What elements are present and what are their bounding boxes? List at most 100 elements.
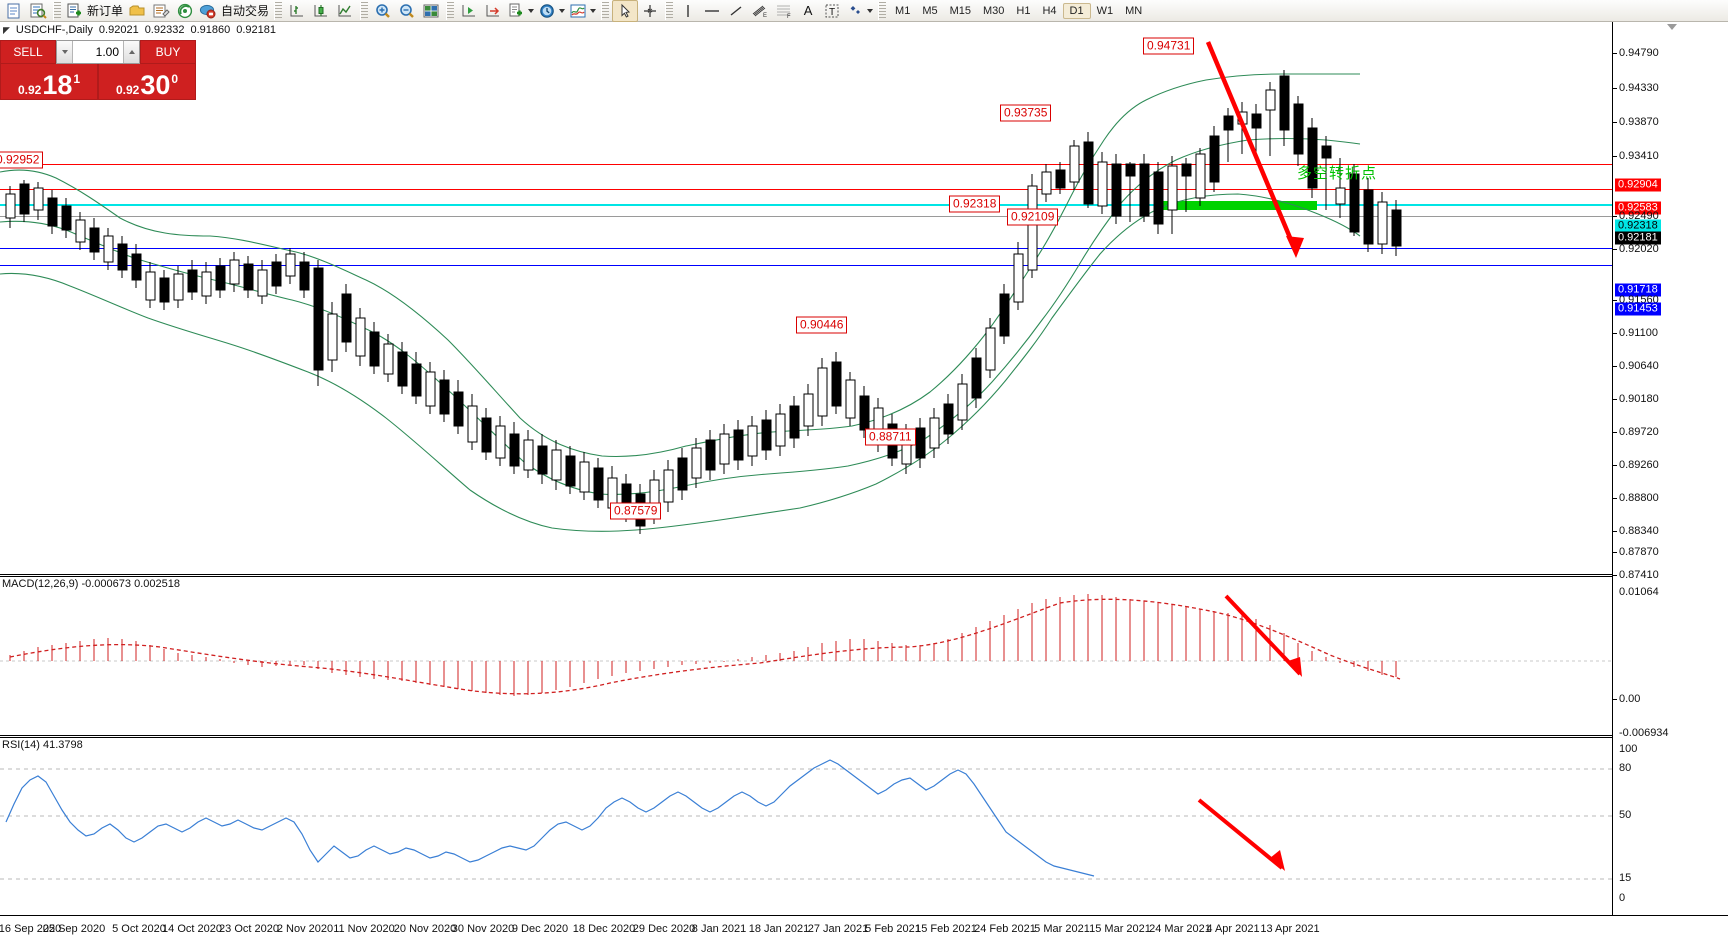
toolbar-separator xyxy=(53,1,61,20)
market-watch-icon[interactable] xyxy=(26,1,50,21)
shapes-icon[interactable] xyxy=(844,1,875,21)
main-toolbar: 新订单 自动交易 xyxy=(0,0,1728,22)
date-tick-1: 25 Sep 2020 xyxy=(42,923,106,935)
tile-windows-icon[interactable] xyxy=(419,1,443,21)
volume-value[interactable]: 1.00 xyxy=(73,41,123,63)
text-icon[interactable]: A xyxy=(796,1,820,21)
cursor-icon[interactable] xyxy=(612,0,639,22)
tab-timeframe-w1[interactable]: W1 xyxy=(1096,4,1114,17)
svg-text:F: F xyxy=(787,14,791,19)
symbol-name: USDCHF-,Daily xyxy=(15,24,93,36)
chart-container[interactable]: 0.92952 0.94731 0.93735 0.92318 0.92109 … xyxy=(0,22,1728,942)
tab-timeframe-m1[interactable]: M1 xyxy=(895,4,911,17)
price-axis[interactable]: 0.94790 0.94330 0.93870 0.93410 0.92904 … xyxy=(1612,22,1728,915)
level-line-092583[interactable] xyxy=(0,189,1612,190)
axis-tick-094790: 0.94790 xyxy=(1619,47,1659,59)
macd-pane[interactable]: MACD(12,26,9) -0.000673 0.002518 xyxy=(0,576,1612,736)
macd-axis-tick-zero: 0.00 xyxy=(1619,693,1641,705)
zoom-out-icon[interactable] xyxy=(395,1,419,21)
axis-level-092583[interactable]: 0.92583 xyxy=(1615,201,1661,215)
axis-tick-088800: 0.88800 xyxy=(1619,492,1659,504)
chart-shift-icon[interactable] xyxy=(481,1,505,21)
axis-level-091453[interactable]: 0.91453 xyxy=(1615,302,1661,316)
tab-timeframe-m5[interactable]: M5 xyxy=(922,4,938,17)
level-line-092318[interactable] xyxy=(0,204,1612,206)
axis-level-092181[interactable]: 0.92181 xyxy=(1615,231,1661,245)
signals-icon[interactable] xyxy=(173,1,197,21)
auto-scroll-icon[interactable] xyxy=(457,1,481,21)
axis-level-092904[interactable]: 0.92904 xyxy=(1615,178,1661,192)
tab-timeframe-h4[interactable]: H4 xyxy=(1042,4,1057,17)
tab-timeframe-mn[interactable]: MN xyxy=(1125,4,1143,17)
period-icon[interactable] xyxy=(536,1,567,21)
volume-increment-button[interactable] xyxy=(123,41,139,63)
date-tick-13: 18 Jan 2021 xyxy=(748,923,810,935)
date-tick-20: 24 Mar 2021 xyxy=(1149,923,1211,935)
chart-scroll-handle[interactable] xyxy=(1667,24,1677,30)
support-zone-rectangle[interactable] xyxy=(1162,201,1317,210)
templates-icon[interactable] xyxy=(505,1,536,21)
text-label-icon[interactable]: T xyxy=(820,1,844,21)
chevron-down-icon-4[interactable] xyxy=(867,8,874,13)
tab-timeframe-d1[interactable]: D1 xyxy=(1062,2,1091,19)
level-line-091718[interactable] xyxy=(0,248,1612,249)
vertical-line-icon[interactable] xyxy=(676,1,700,21)
price-tag-092318[interactable]: 0.92318 xyxy=(949,195,1001,213)
axis-tick-087410: 0.87410 xyxy=(1619,569,1659,581)
chevron-down-icon[interactable] xyxy=(528,8,535,13)
zoom-in-icon[interactable] xyxy=(371,1,395,21)
level-line-091453[interactable] xyxy=(0,265,1612,266)
tab-timeframe-m15[interactable]: M15 xyxy=(949,4,971,17)
volume-decrement-button[interactable] xyxy=(57,41,73,63)
turning-point-annotation[interactable]: 多空转折点 xyxy=(1297,164,1378,182)
price-pane[interactable]: 0.92952 0.94731 0.93735 0.92318 0.92109 … xyxy=(0,22,1612,575)
axis-level-091718[interactable]: 0.91718 xyxy=(1615,283,1661,297)
date-tick-17: 24 Feb 2021 xyxy=(974,923,1036,935)
axis-level-092318[interactable]: 0.92318 xyxy=(1615,219,1661,233)
new-chart-icon[interactable] xyxy=(2,1,26,21)
level-line-092181[interactable] xyxy=(0,216,1612,217)
crosshair-icon[interactable] xyxy=(638,1,662,21)
sell-button[interactable]: SELL xyxy=(0,40,56,64)
price-tag-094731[interactable]: 0.94731 xyxy=(1143,37,1195,55)
axis-tick-089260: 0.89260 xyxy=(1619,459,1659,471)
downtrend-arrow xyxy=(1205,41,1304,258)
chevron-down-icon-2[interactable] xyxy=(559,8,566,13)
equidistant-channel-icon[interactable]: E xyxy=(748,1,772,21)
folder-icon[interactable] xyxy=(125,1,149,21)
metaeditor-icon[interactable] xyxy=(149,1,173,21)
chevron-down-icon-3[interactable] xyxy=(590,8,597,13)
chevron-up-icon-vol xyxy=(128,50,135,54)
rsi-pane[interactable]: RSI(14) 41.3798 xyxy=(0,737,1612,914)
chart-pointer-icon: ◤ xyxy=(3,24,10,35)
indicators-icon[interactable] xyxy=(567,1,598,21)
price-tag-092952[interactable]: 0.92952 xyxy=(0,151,44,169)
price-tag-088711[interactable]: 0.88711 xyxy=(865,428,916,446)
price-tag-092109[interactable]: 0.92109 xyxy=(1007,208,1059,226)
toolbar-separator-6 xyxy=(665,1,674,20)
bar-chart-icon[interactable] xyxy=(285,1,309,21)
axis-tick-090180: 0.90180 xyxy=(1619,393,1659,405)
candlestick-series xyxy=(0,41,1402,534)
tab-timeframe-m30[interactable]: M30 xyxy=(983,4,1005,17)
price-tag-087579[interactable]: 0.87579 xyxy=(610,502,662,520)
volume-stepper[interactable]: 1.00 xyxy=(56,40,140,64)
line-chart-icon[interactable] xyxy=(333,1,357,21)
new-order-button[interactable]: 新订单 xyxy=(64,1,125,21)
date-tick-3: 14 Oct 2020 xyxy=(162,923,222,935)
tab-timeframe-h1[interactable]: H1 xyxy=(1016,4,1031,17)
date-tick-16: 15 Feb 2021 xyxy=(915,923,977,935)
date-axis[interactable]: 16 Sep 2020 25 Sep 2020 5 Oct 2020 14 Oc… xyxy=(0,915,1728,942)
buy-button[interactable]: BUY xyxy=(140,40,196,64)
macd-axis-tick-bottom: -0.006934 xyxy=(1619,727,1669,739)
date-tick-6: 11 Nov 2020 xyxy=(333,923,395,935)
horizontal-line-icon[interactable] xyxy=(700,1,724,21)
price-tag-090446[interactable]: 0.90446 xyxy=(796,316,848,334)
fibonacci-icon[interactable]: F xyxy=(772,1,796,21)
date-tick-0: 16 Sep 2020 xyxy=(0,923,62,935)
price-tag-093735[interactable]: 0.93735 xyxy=(1000,104,1052,122)
ohlc-open: 0.92021 xyxy=(98,24,139,36)
trendline-icon[interactable] xyxy=(724,1,748,21)
candlestick-chart-icon[interactable] xyxy=(309,1,333,21)
autotrading-button[interactable]: 自动交易 xyxy=(197,1,271,21)
